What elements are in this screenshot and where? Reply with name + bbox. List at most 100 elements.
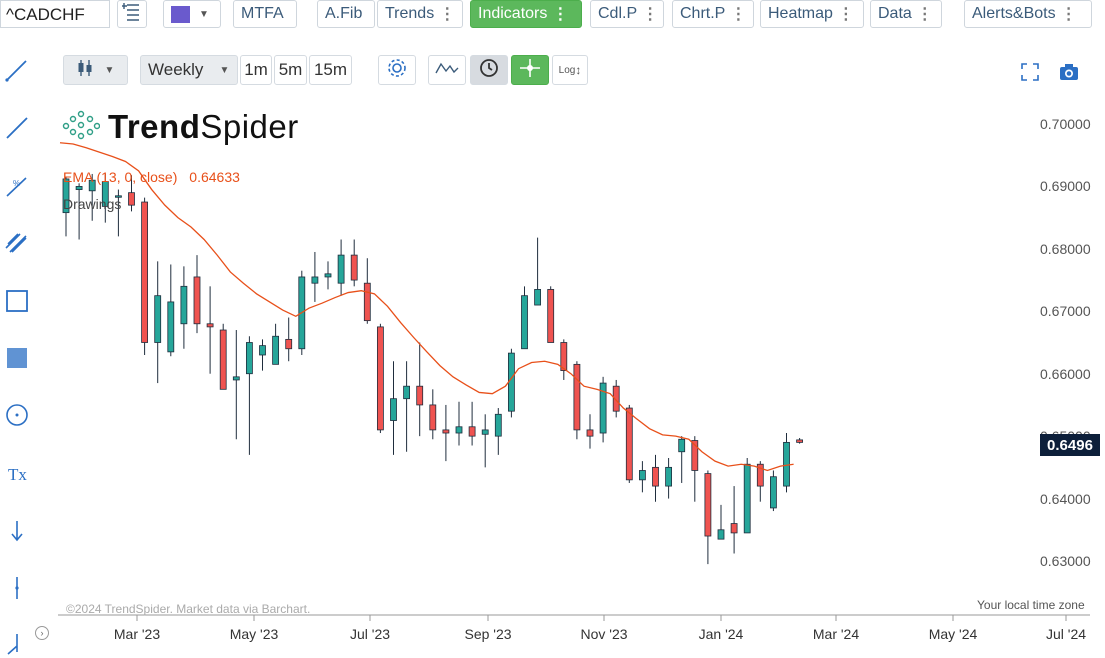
filled-rectangle-icon[interactable] [4, 345, 30, 371]
toolbar-button-mtfa[interactable]: MTFA [233, 0, 297, 28]
clock-icon [478, 57, 500, 84]
candle [115, 189, 122, 237]
candle [232, 330, 240, 440]
svg-text:Tx: Tx [8, 465, 27, 484]
candle [337, 239, 345, 296]
toolbar-button-label: Indicators [478, 5, 548, 22]
kebab-menu-icon[interactable]: ⋮ [916, 6, 933, 23]
candle [639, 461, 646, 493]
x-axis-tick-label: Nov '23 [580, 626, 628, 642]
candle-body-up [717, 529, 725, 540]
candle [796, 438, 803, 444]
interval-1m-button[interactable]: 1m [240, 55, 272, 85]
x-axis-tick-label: May '24 [928, 626, 978, 642]
symbol-input[interactable]: ^CADCHF [0, 0, 110, 28]
kebab-menu-icon[interactable]: ⋮ [439, 6, 456, 23]
candle-body-up [783, 441, 790, 487]
kebab-menu-icon[interactable]: ⋮ [642, 6, 659, 23]
candle [390, 361, 397, 455]
toolbar-button-alerts-bots[interactable]: Alerts&Bots ⋮ [964, 0, 1092, 28]
x-axis-tick-label: Jul '24 [1045, 626, 1087, 642]
screenshot-button[interactable] [1058, 62, 1082, 84]
chart-panel[interactable]: ▼ Weekly ▼ 1m 5m 15m Log ↕ [50, 42, 1105, 650]
toolbar-button-chrt-p[interactable]: Chrt.P ⋮ [672, 0, 754, 28]
toolbar-button-label: MTFA [241, 5, 284, 22]
candle [376, 323, 384, 434]
toolbar-button-label: Chrt.P [680, 5, 726, 22]
candle-body-up [272, 335, 280, 365]
candle-body-up [311, 276, 319, 284]
candle-body-up [390, 398, 397, 421]
candle [324, 261, 332, 290]
drawings-legend[interactable]: Drawings [63, 196, 122, 212]
circle-icon[interactable] [4, 402, 30, 428]
trendline-icon[interactable] [4, 58, 30, 84]
crosshair-button[interactable] [511, 55, 549, 85]
candle-body-up [494, 413, 502, 437]
vertical-line-icon[interactable] [4, 575, 30, 601]
timeframe-dropdown[interactable]: Weekly ▼ [140, 55, 238, 85]
candle [783, 433, 790, 493]
timezone-label[interactable]: Your local time zone [977, 598, 1085, 612]
crosshair-icon [518, 57, 542, 84]
candle-body-down [128, 192, 135, 206]
candle-body-down [442, 429, 450, 434]
ray-icon[interactable] [4, 116, 30, 142]
candle [678, 436, 686, 483]
toolbar-button-indicators[interactable]: Indicators ⋮ [470, 0, 582, 28]
logo-wordmark: TrendSpider [108, 108, 299, 146]
candle-body-down [691, 440, 699, 471]
kebab-menu-icon[interactable]: ⋮ [730, 6, 747, 23]
kebab-menu-icon[interactable]: ⋮ [1060, 6, 1077, 23]
color-swatch [171, 5, 190, 23]
indicator-toggle-button[interactable] [428, 55, 466, 85]
candle [612, 379, 620, 418]
candle [403, 361, 411, 452]
interval-5m-button[interactable]: 5m [274, 55, 307, 85]
channel-icon[interactable] [4, 230, 30, 256]
arrow-down-icon[interactable] [4, 518, 30, 544]
toolbar-button-a-fib[interactable]: A.Fib [317, 0, 375, 28]
list-add-icon [121, 2, 142, 27]
rectangle-icon[interactable] [4, 288, 30, 314]
candle [75, 183, 83, 240]
candle [88, 173, 96, 221]
kebab-menu-icon[interactable]: ⋮ [552, 6, 569, 23]
percent-line-icon[interactable]: % [4, 174, 30, 200]
color-picker-button[interactable]: ▼ [163, 0, 221, 28]
toolbar-button-cdl-p[interactable]: Cdl.P ⋮ [590, 0, 664, 28]
logo-light-text: Spider [200, 108, 299, 145]
candle [652, 454, 659, 502]
text-icon[interactable]: Tx [4, 460, 30, 486]
toolbar-button-data[interactable]: Data ⋮ [870, 0, 942, 28]
candle-body-down [625, 407, 633, 481]
settings-button[interactable] [378, 55, 416, 85]
x-axis-tick-label: May '23 [229, 626, 279, 642]
candle [219, 323, 227, 390]
candle-body-down [350, 254, 358, 281]
watchlist-add-button[interactable] [117, 0, 147, 28]
candle [285, 317, 293, 362]
candle-body-down [796, 439, 803, 443]
candle [717, 504, 725, 540]
toolbar-button-trends[interactable]: Trends ⋮ [377, 0, 463, 28]
chart-type-dropdown[interactable]: ▼ [63, 55, 128, 85]
candle [259, 339, 266, 371]
chevron-right-icon: › [40, 628, 44, 638]
candlestick-icon [77, 59, 93, 82]
candle [665, 457, 672, 499]
toolbar-button-label: A.Fib [325, 5, 363, 22]
candle-body-up [232, 376, 240, 381]
history-button[interactable] [470, 55, 508, 85]
interval-15m-button[interactable]: 15m [309, 55, 352, 85]
ema-legend[interactable]: EMA (13, 0, close) 0.64633 [63, 169, 248, 185]
kebab-menu-icon[interactable]: ⋮ [837, 6, 854, 23]
log-scale-button[interactable]: Log ↕ [552, 55, 588, 85]
collapse-toggle[interactable]: › [35, 626, 49, 640]
fullscreen-button[interactable] [1020, 62, 1042, 84]
candle-body-up [167, 301, 175, 353]
wave-icon [435, 59, 459, 82]
candle [494, 408, 502, 455]
toolbar-button-heatmap[interactable]: Heatmap ⋮ [760, 0, 864, 28]
